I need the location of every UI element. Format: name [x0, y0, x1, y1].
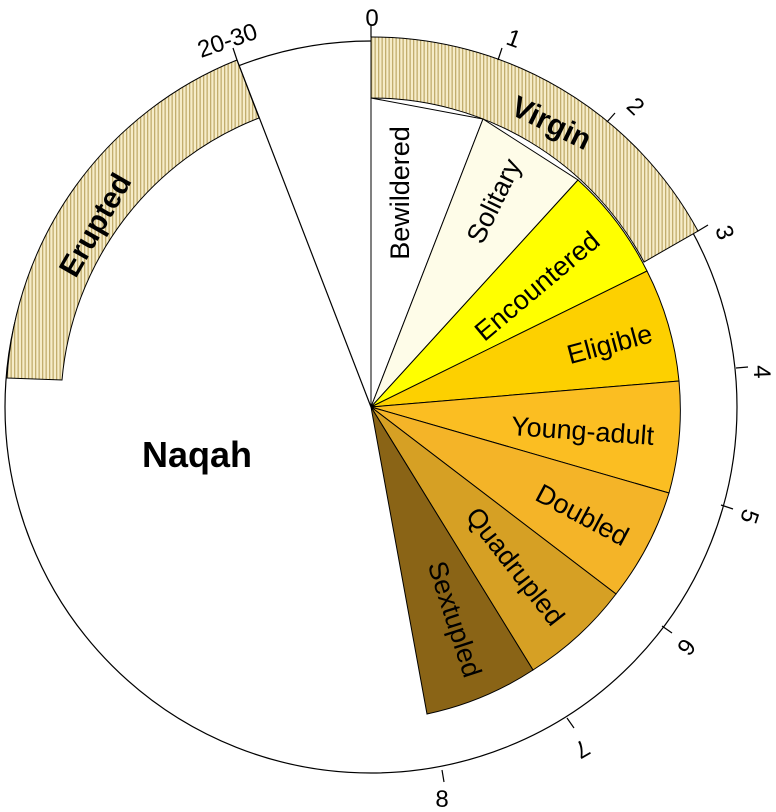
- tick-marks: [232, 25, 749, 783]
- segment-sextupled: [370, 406, 534, 715]
- tick-label-4: 4: [748, 365, 775, 379]
- naqah-label: Naqah: [142, 434, 252, 475]
- tick-3: [697, 224, 709, 232]
- tick-label-0: 0: [365, 5, 378, 32]
- tick-label-2: 2: [621, 92, 649, 121]
- tick-label-1: 1: [503, 24, 525, 54]
- tick-label-7: 7: [569, 733, 594, 763]
- tick-label-3: 3: [709, 222, 739, 243]
- tick-label-8: 8: [435, 786, 448, 812]
- tick-2: [606, 112, 616, 123]
- tick-5: [720, 504, 734, 510]
- tick-7: [566, 717, 575, 729]
- tick-8: [441, 769, 445, 783]
- tick-4: [735, 366, 749, 369]
- tick-label-20-30: 20-30: [194, 18, 261, 64]
- naqah-divider: [236, 59, 372, 408]
- tick-6: [661, 625, 673, 634]
- tick-20-30: [232, 47, 238, 61]
- tick-label-5: 5: [734, 506, 764, 527]
- tick-label-6: 6: [671, 633, 701, 660]
- tick-1: [497, 47, 503, 61]
- segment-label-bewildered: Bewildered: [385, 126, 415, 260]
